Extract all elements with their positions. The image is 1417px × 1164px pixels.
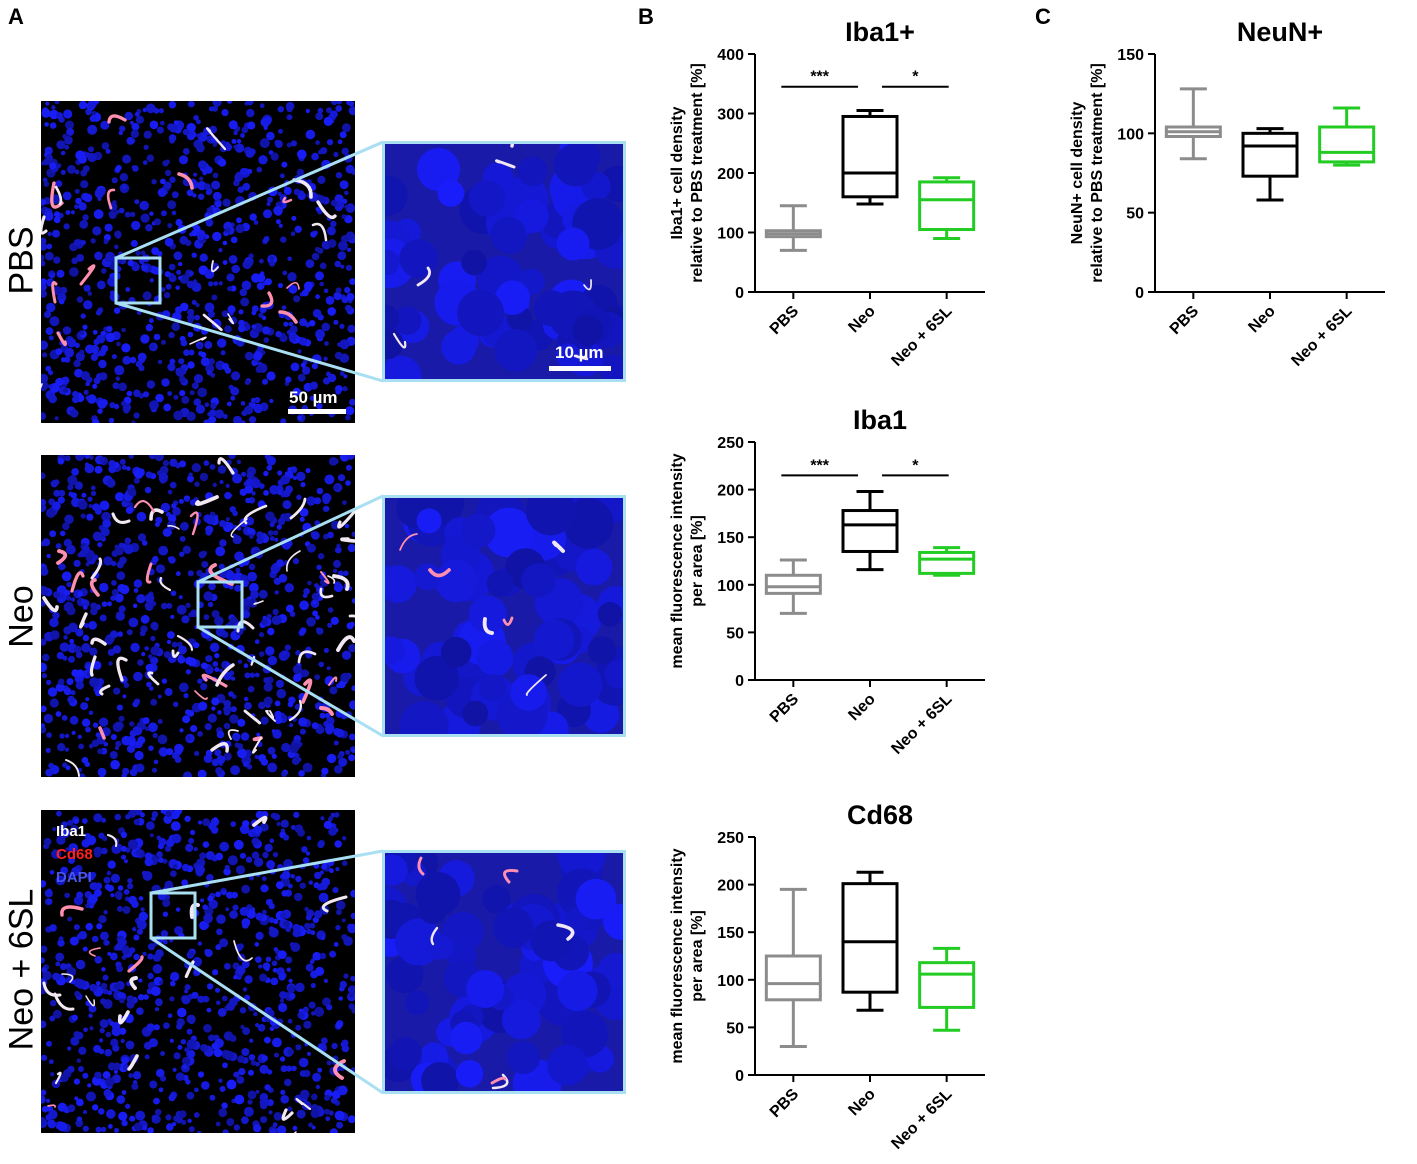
significance-label: *** <box>810 457 829 474</box>
micrograph-pbs <box>41 101 355 423</box>
x-tick-label: Neo <box>845 1086 879 1120</box>
x-tick-label: PBS <box>1167 303 1203 339</box>
box-neo <box>841 109 899 206</box>
box-iqr <box>918 550 976 575</box>
y-axis-label: Iba1+ cell density <box>669 106 686 239</box>
x-tick-label: Neo + 6SL <box>888 1086 955 1153</box>
box-iqr <box>764 229 822 239</box>
panel-label-b: B <box>638 4 654 29</box>
y-tick-label: 50 <box>726 1020 744 1037</box>
scale-label-overview: 50 µm <box>289 388 338 407</box>
significance-label: * <box>912 69 919 86</box>
y-axis-label: per area [%] <box>689 910 706 1002</box>
y-tick-label: 250 <box>717 830 744 847</box>
x-tick-label: PBS <box>767 1086 803 1122</box>
box-iqr <box>764 954 822 1002</box>
y-tick-label: 400 <box>717 47 744 64</box>
chart-neun: NeuN+ NeuN+ cell density relative to PBS t… <box>1069 17 1385 370</box>
y-tick-label: 150 <box>717 925 744 942</box>
significance-label: *** <box>810 69 829 86</box>
y-tick-label: 100 <box>717 226 744 243</box>
box-iqr <box>841 114 899 199</box>
y-tick-label: 0 <box>735 285 744 302</box>
box-neo-6sl <box>918 946 976 1032</box>
x-tick-label: Neo + 6SL <box>888 691 955 758</box>
tissue-texture <box>385 853 623 1091</box>
row-label-pbs: PBS <box>2 226 41 295</box>
chart-title: Iba1 <box>853 405 907 435</box>
box-pbs <box>764 204 822 252</box>
chart-cd68: Cd68 mean fluorescence intensity per area … <box>669 800 985 1153</box>
x-tick-label: PBS <box>767 303 803 339</box>
legend-cd68: Cd68 <box>56 846 93 863</box>
x-tick-label: Neo <box>845 303 879 337</box>
x-tick-label: Neo + 6SL <box>888 303 955 370</box>
y-tick-label: 150 <box>717 530 744 547</box>
scale-bar-overview <box>288 409 346 414</box>
y-tick-label: 150 <box>1117 47 1144 64</box>
y-tick-label: 200 <box>717 878 744 895</box>
chart-title: NeuN+ <box>1237 17 1323 47</box>
scale-label-zoom: 10 µm <box>555 343 604 362</box>
box-pbs <box>764 558 822 615</box>
box-neo-6sl <box>918 176 976 240</box>
tissue-texture <box>385 498 623 734</box>
significance-label: * <box>912 457 919 474</box>
box-neo <box>841 490 899 572</box>
legend-iba1: Iba1 <box>56 823 87 840</box>
box-neo-6sl <box>1318 106 1376 167</box>
y-tick-label: 0 <box>735 673 744 690</box>
y-tick-label: 50 <box>726 625 744 642</box>
box-iqr <box>918 180 976 232</box>
box-iqr <box>1241 131 1299 178</box>
y-tick-label: 100 <box>1117 126 1144 143</box>
x-tick-label: PBS <box>767 691 803 727</box>
box-iqr <box>918 961 976 1009</box>
chart-title: Iba1+ <box>845 17 915 47</box>
box-iqr <box>1318 125 1376 164</box>
scale-bar-zoom <box>549 366 611 371</box>
x-tick-label: Neo + 6SL <box>1288 303 1355 370</box>
y-tick-label: 0 <box>1135 285 1144 302</box>
panel-label-c: C <box>1035 4 1051 29</box>
x-tick-label: Neo <box>1245 303 1279 337</box>
y-axis-label: NeuN+ cell density <box>1069 102 1086 245</box>
box-iqr <box>764 573 822 595</box>
box-pbs <box>1164 87 1222 161</box>
y-tick-label: 300 <box>717 107 744 124</box>
panel-label-a: A <box>8 4 24 29</box>
y-axis-label: relative to PBS treatment [%] <box>1089 63 1106 283</box>
y-tick-label: 0 <box>735 1068 744 1085</box>
y-tick-label: 250 <box>717 435 744 452</box>
chart-iba1-plus: Iba1+ Iba1+ cell density relative to PBS t… <box>669 17 985 370</box>
legend-dapi: DAPI <box>56 869 92 886</box>
tissue-texture <box>41 455 355 777</box>
box-iqr <box>841 509 899 553</box>
y-tick-label: 200 <box>717 483 744 500</box>
box-neo <box>841 870 899 1012</box>
chart-title: Cd68 <box>847 800 913 830</box>
box-neo <box>1241 127 1299 202</box>
zoom-inset-neo <box>382 495 626 737</box>
x-tick-label: Neo <box>845 691 879 725</box>
y-tick-label: 100 <box>717 973 744 990</box>
row-label-neo-6sl: Neo + 6SL <box>2 888 41 1051</box>
row-label-neo: Neo <box>2 585 41 648</box>
y-tick-label: 200 <box>717 166 744 183</box>
box-pbs <box>764 887 822 1048</box>
y-tick-label: 100 <box>717 578 744 595</box>
micrograph-neo <box>41 455 355 777</box>
chart-iba1: Iba1 mean fluorescence intensity per area … <box>669 405 985 758</box>
box-iqr <box>841 882 899 994</box>
y-axis-label: mean fluorescence intensity <box>669 848 686 1063</box>
zoom-inset-neo-6sl <box>382 850 626 1094</box>
y-axis-label: per area [%] <box>689 515 706 607</box>
tissue-texture <box>41 101 355 423</box>
box-neo-6sl <box>918 546 976 577</box>
y-axis-label: mean fluorescence intensity <box>669 453 686 668</box>
y-tick-label: 50 <box>1126 206 1144 223</box>
y-axis-label: relative to PBS treatment [%] <box>689 63 706 283</box>
